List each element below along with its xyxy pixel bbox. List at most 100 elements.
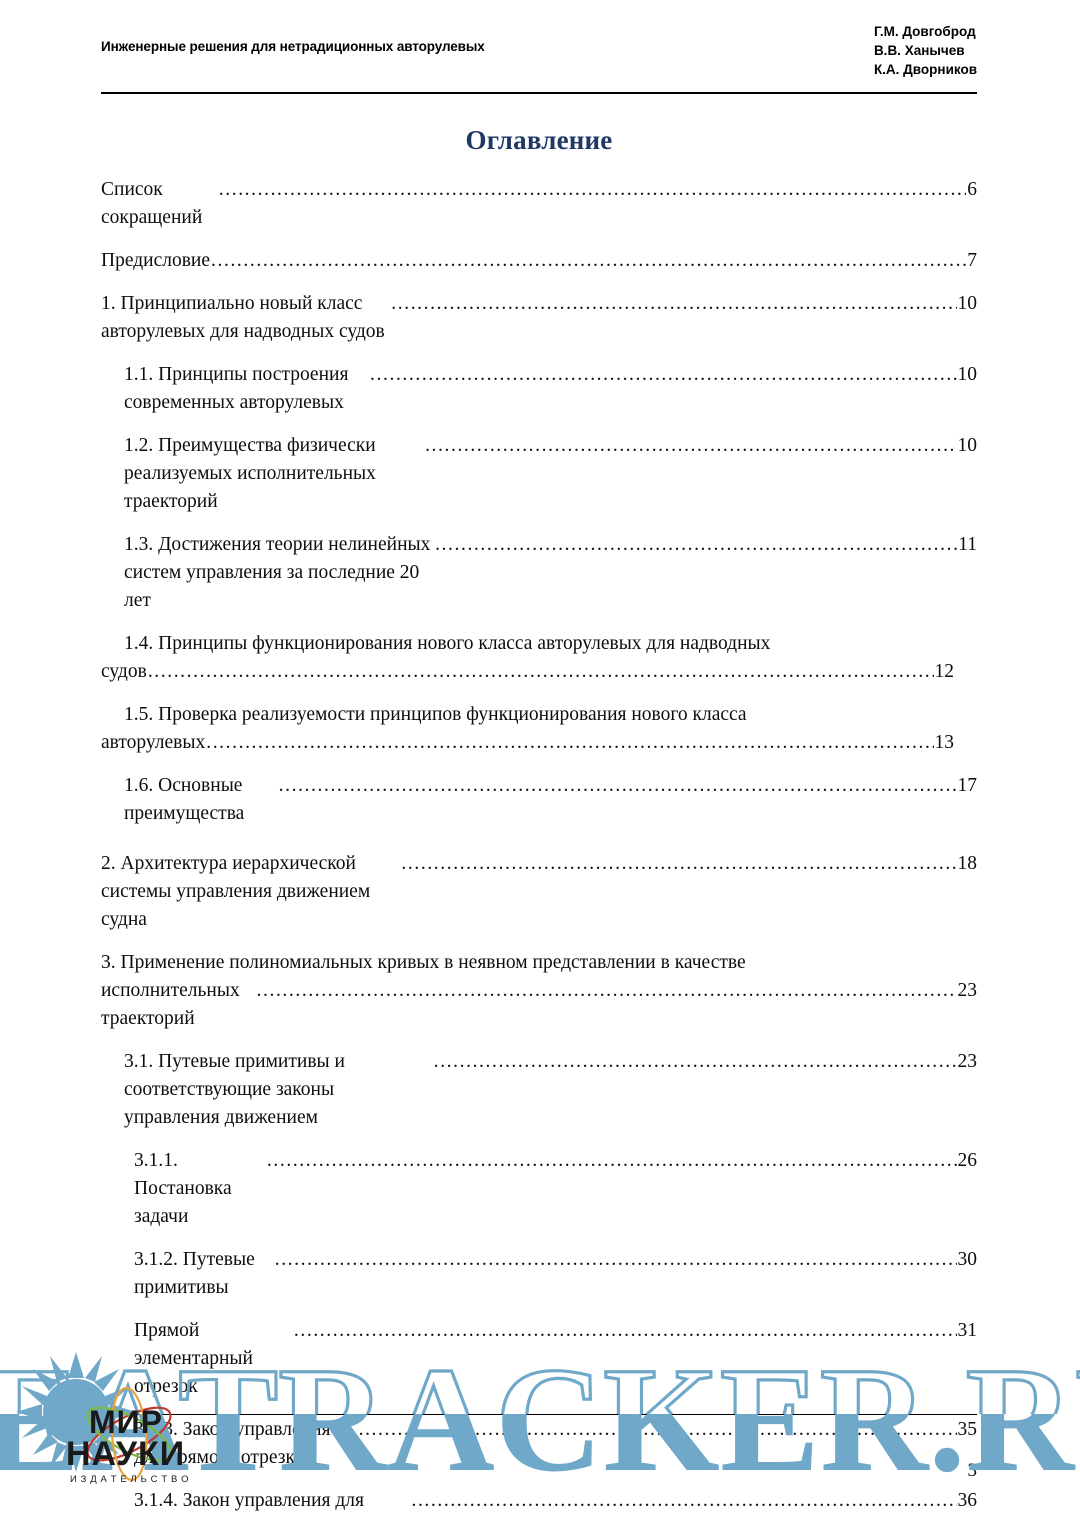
toc-dot-leader [391,290,956,318]
toc-page-number: 26 [957,1150,978,1171]
toc-dot-leader [206,729,933,757]
table-of-contents: Список сокращений 6 Предисловие 7 1. Принцип… [101,176,977,1515]
toc-entry-label: 3.1.1. Постановка задачи [134,1150,237,1227]
toc-dot-leader [346,1416,957,1444]
toc-page-number: 31 [957,1320,978,1341]
toc-dot-leader [425,432,956,460]
toc-entry-line: Список сокращений 6 [101,176,977,232]
toc-entry[interactable]: 1.4. Принципы функционирования нового кл… [101,630,977,686]
toc-entry-label: 3. Применение полиномиальных кривых в не… [101,952,746,973]
toc-entry-label: 3.1.2. Путевые примитивы [134,1249,260,1298]
toc-dot-leader [275,1246,957,1274]
toc-entry-line: судов 12 [101,658,954,686]
toc-entry[interactable]: Список сокращений 6 [101,176,977,232]
toc-page-number: 10 [957,293,978,314]
toc-entry[interactable]: 1.6. Основные преимущества 17 [124,772,977,828]
toc-entry[interactable]: 1. Принципиально новый класс авторулевых… [101,290,977,346]
toc-entry-line: 3.1.1. Постановка задачи 26 [134,1147,977,1231]
toc-entry-line: 3.1.2. Путевые примитивы 30 [134,1246,977,1302]
toc-entry[interactable]: 3.1. Путевые примитивы и соответствующие… [124,1048,977,1132]
toc-entry-label: 1.1. Принципы построения современных авт… [124,364,354,413]
toc-entry-label: 3.1.3. Закон управления для прямого отре… [134,1419,336,1468]
toc-entry-line: 1.3. Достижения теории нелинейных систем… [124,531,977,615]
toc-entry-line: исполнительных траекторий 23 [101,977,977,1033]
toc-entry-line: 1. Принципиально новый класс авторулевых… [101,290,977,346]
toc-entry[interactable]: 1.2. Преимущества физически реализуемых … [124,432,977,516]
author-name: Г.М. Довгоброд [873,24,976,39]
toc-dot-leader [294,1317,957,1345]
footer-divider-rule [101,1414,977,1415]
toc-entry-label: Прямой элементарный отрезок [134,1320,258,1397]
toc-page-number: 23 [957,1051,978,1072]
page-title: Оглавление [465,125,613,155]
toc-entry[interactable]: Прямой элементарный отрезок 31 [134,1317,977,1401]
toc-dot-leader [148,658,934,686]
toc-entry-label: 1.3. Достижения теории нелинейных систем… [124,534,436,611]
header-divider-rule [101,92,977,94]
toc-entry[interactable]: 3.1.1. Постановка задачи 26 [134,1147,977,1231]
running-head-authors: Г.М. Довгоброд В.В. Ханычев К.А. Дворник… [874,22,977,79]
toc-entry-label: исполнительных траекторий [101,980,245,1029]
running-head: Инженерные решения для нетрадиционных ав… [101,22,977,79]
toc-dot-leader [257,977,957,1005]
toc-entry[interactable]: 1.5. Проверка реализуемости принципов фу… [101,701,977,757]
toc-entry-label: Список сокращений [101,179,203,228]
toc-entry[interactable]: 3. Применение полиномиальных кривых в не… [101,949,977,1033]
toc-page-number: 17 [957,775,978,796]
toc-entry[interactable]: Предисловие 7 [101,247,977,275]
running-head-title: Инженерные решения для нетрадиционных ав… [101,39,485,54]
toc-entry-label: 1.6. Основные преимущества [124,775,248,824]
toc-entry-label: 3.1.4. Закон управления для симметричной… [134,1490,364,1511]
toc-entry[interactable]: 1.1. Принципы построения современных авт… [124,361,977,417]
toc-page-number: 10 [957,435,978,456]
toc-entry-label: авторулевых [101,732,206,753]
toc-entry[interactable]: 3.1.4. Закон управления для симметричной… [134,1487,977,1515]
toc-page-number: 13 [934,732,955,753]
toc-dot-leader [219,176,966,204]
toc-entry-line: 1.1. Принципы построения современных авт… [124,361,977,417]
toc-dot-leader [434,1048,957,1076]
toc-entry-line: 1.6. Основные преимущества 17 [124,772,977,828]
toc-entry-label: 1.5. Проверка реализуемости принципов фу… [124,704,747,725]
toc-entry-line: 1.2. Преимущества физически реализуемых … [124,432,977,516]
toc-entry-label: 1.4. Принципы функционирования нового кл… [124,633,771,654]
toc-entry-line: Прямой элементарный отрезок 31 [134,1317,977,1401]
toc-page-number: 18 [957,853,978,874]
toc-entry[interactable]: 2. Архитектура иерархической системы упр… [101,850,977,934]
toc-dot-leader [370,361,956,389]
toc-entry[interactable]: 3.1.3. Закон управления для прямого отре… [134,1416,977,1472]
toc-entry-line: авторулевых 13 [101,729,954,757]
toc-dot-leader [267,1147,957,1175]
toc-entry[interactable]: 3.1.2. Путевые примитивы 30 [134,1246,977,1302]
author-name: К.А. Дворников [873,62,977,77]
toc-page-number: 6 [967,179,977,200]
toc-entry-line: 2. Архитектура иерархической системы упр… [101,850,977,934]
toc-page-number: 36 [957,1490,978,1511]
toc-page-number: 30 [957,1249,978,1270]
toc-entry-label: Предисловие [101,250,211,271]
toc-entry-label: 3.1. Путевые примитивы и соответствующие… [124,1051,350,1128]
toc-page-number: 10 [957,364,978,385]
toc-entry-label: судов [101,661,147,682]
toc-dot-leader [401,850,956,878]
page-number: 3 [967,1460,978,1481]
author-name: В.В. Ханычев [873,43,965,58]
toc-entry-label: 1. Принципиально новый класс авторулевых… [101,293,385,342]
toc-dot-leader [279,772,957,800]
toc-dot-leader [211,247,966,275]
toc-dot-leader [435,531,957,559]
toc-page-number: 11 [958,534,977,555]
toc-entry-line: 3.1.4. Закон управления для симметричной… [134,1487,977,1515]
toc-entry-line: Предисловие 7 [101,247,977,275]
toc-dot-leader [411,1487,956,1515]
toc-entry[interactable]: 1.3. Достижения теории нелинейных систем… [124,531,977,615]
toc-entry-label: 2. Архитектура иерархической системы упр… [101,853,376,930]
toc-page-number: 35 [957,1419,978,1440]
toc-entry-line: 3.1. Путевые примитивы и соответствующие… [124,1048,977,1132]
toc-entry-label: 1.2. Преимущества физически реализуемых … [124,435,381,512]
toc-entry-line: 3.1.3. Закон управления для прямого отре… [134,1416,977,1472]
toc-page-number: 23 [957,980,978,1001]
toc-page-number: 12 [934,661,955,682]
toc-page-number: 7 [967,250,977,271]
